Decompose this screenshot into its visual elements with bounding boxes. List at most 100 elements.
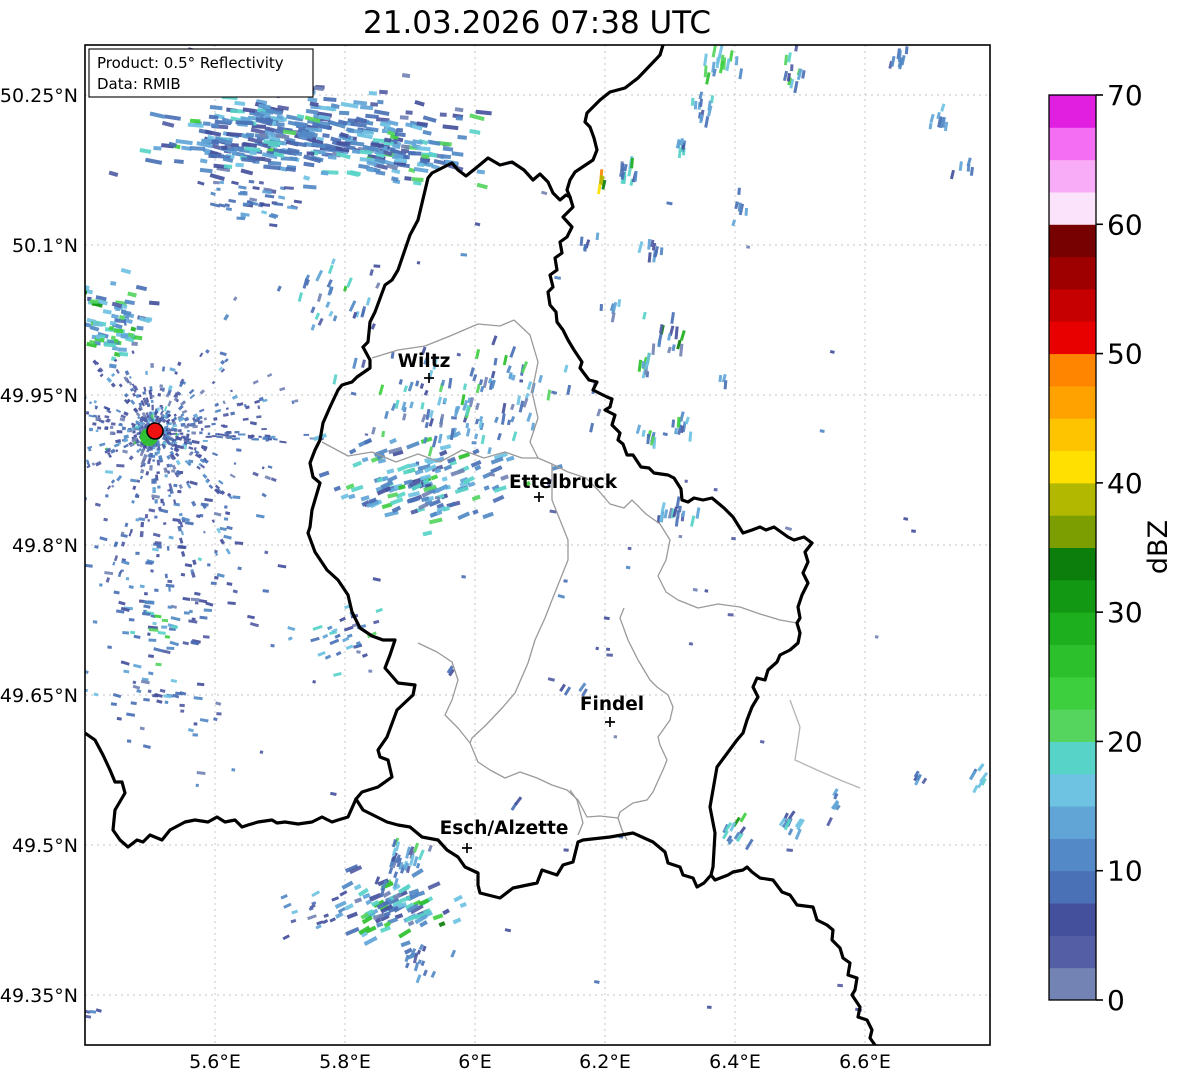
country-border (708, 541, 814, 877)
echo (323, 913, 329, 918)
echo (418, 943, 424, 951)
echo (679, 329, 686, 341)
echo (522, 397, 529, 408)
echo (72, 341, 84, 348)
colorbar-segment (1049, 288, 1096, 322)
echo (241, 157, 256, 163)
echo (167, 488, 171, 492)
echo (670, 312, 675, 324)
echo (653, 250, 659, 257)
echo (718, 60, 725, 74)
echo (921, 777, 928, 785)
echo (228, 198, 236, 204)
echo (738, 203, 745, 216)
echo (388, 867, 394, 875)
echo (223, 164, 233, 169)
echo (186, 440, 193, 446)
echo (188, 388, 195, 395)
echo (606, 647, 611, 651)
echo (491, 335, 498, 346)
echo (67, 423, 71, 426)
echo (510, 415, 516, 423)
echo (94, 502, 101, 507)
echo (436, 396, 443, 406)
echo (437, 433, 443, 444)
echo (222, 425, 228, 428)
echo (403, 385, 409, 393)
echo (177, 404, 184, 411)
colorbar-segment (1049, 385, 1096, 419)
echo (214, 488, 221, 495)
echo (309, 903, 316, 910)
echo (170, 678, 178, 683)
echo (199, 389, 206, 395)
echo (148, 671, 154, 676)
echo (123, 669, 130, 674)
echo (86, 341, 98, 348)
echo (120, 414, 126, 419)
echo (177, 518, 182, 525)
echo (439, 112, 447, 117)
echo (277, 564, 287, 569)
echo (69, 449, 72, 453)
echo (99, 583, 103, 587)
echo (364, 433, 369, 436)
echo (249, 150, 257, 156)
echo (108, 170, 119, 177)
echo (323, 96, 337, 103)
echo (187, 429, 190, 433)
echo (157, 485, 161, 489)
echo (121, 560, 130, 566)
echo (95, 1008, 102, 1013)
echo (404, 176, 412, 181)
echo (787, 52, 792, 63)
colorbar-tick-label: 60 (1107, 208, 1143, 241)
echo (187, 122, 204, 128)
echo (276, 285, 282, 292)
echo (461, 575, 466, 579)
echo (154, 415, 157, 418)
echo (116, 463, 125, 468)
echo (911, 529, 916, 533)
echo (407, 920, 415, 927)
echo (164, 434, 170, 438)
echo (874, 635, 879, 639)
echo (205, 435, 212, 438)
echo (335, 911, 344, 919)
echo (460, 394, 466, 406)
echo (192, 425, 198, 429)
echo (428, 517, 443, 525)
echo (135, 411, 141, 417)
echo (890, 55, 896, 67)
echo (104, 426, 109, 430)
echo (501, 402, 507, 414)
echo (410, 123, 423, 131)
echo (468, 396, 475, 408)
echo (676, 416, 681, 428)
colorbar-segment (1049, 191, 1096, 225)
echo (459, 902, 467, 909)
echo (467, 481, 476, 488)
echo (291, 400, 295, 405)
echo (474, 418, 480, 425)
echo (158, 455, 163, 462)
echo (283, 186, 294, 190)
echo (419, 158, 429, 165)
echo (168, 437, 174, 442)
echo (216, 435, 224, 439)
echo (374, 876, 381, 885)
echo (159, 388, 164, 391)
echo (393, 483, 404, 490)
echo (331, 896, 340, 902)
echo (234, 100, 246, 107)
echo (215, 701, 222, 706)
echo (354, 897, 363, 904)
echo (110, 313, 119, 320)
echo (154, 614, 162, 619)
echo (346, 277, 353, 288)
echo (353, 883, 362, 891)
echo (413, 166, 429, 174)
echo (117, 347, 127, 352)
echo (478, 415, 484, 422)
echo (104, 406, 111, 411)
